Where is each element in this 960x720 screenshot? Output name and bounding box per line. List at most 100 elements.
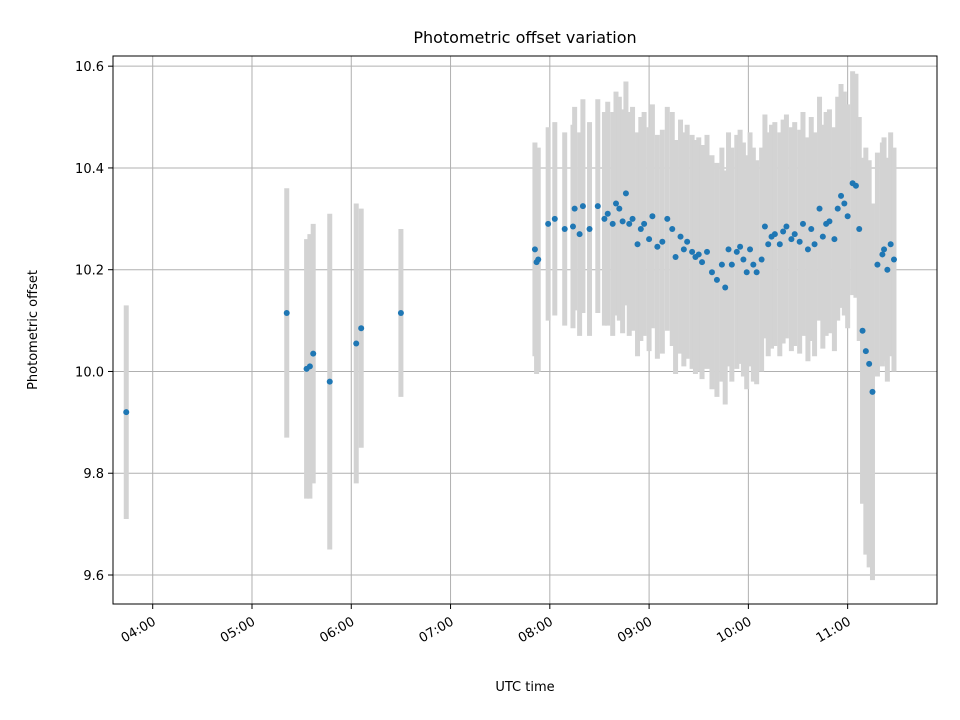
y-axis-label: Photometric offset xyxy=(26,270,41,390)
data-point xyxy=(306,363,313,370)
data-point xyxy=(874,261,881,268)
data-point xyxy=(659,238,666,245)
data-point xyxy=(747,246,754,253)
data-point xyxy=(881,246,888,253)
data-point xyxy=(740,256,747,263)
data-point xyxy=(765,241,772,248)
data-point xyxy=(689,248,696,255)
data-point xyxy=(699,259,706,266)
data-point xyxy=(310,350,317,357)
data-point xyxy=(535,256,542,263)
plot-frame xyxy=(112,55,938,605)
data-point xyxy=(672,253,679,260)
data-point xyxy=(561,225,568,232)
data-point xyxy=(788,236,795,243)
data-point xyxy=(826,218,833,225)
data-point xyxy=(811,241,818,248)
data-point xyxy=(866,360,873,367)
data-point xyxy=(646,236,653,243)
data-point xyxy=(771,231,778,238)
data-point xyxy=(758,256,765,263)
x-tick-label: 04:00 xyxy=(119,614,159,646)
data-point xyxy=(856,225,863,232)
data-point xyxy=(654,243,661,250)
data-point xyxy=(737,243,744,250)
data-point xyxy=(804,246,811,253)
data-point xyxy=(616,205,623,212)
data-point xyxy=(579,203,586,210)
y-tick-label: 10.2 xyxy=(75,264,104,279)
data-point xyxy=(601,215,608,222)
data-point xyxy=(841,200,848,207)
data-point xyxy=(796,238,803,245)
data-point xyxy=(576,231,583,238)
data-point xyxy=(728,261,735,268)
data-point xyxy=(859,327,866,334)
data-point xyxy=(704,248,711,255)
x-tick-label: 07:00 xyxy=(417,614,457,646)
data-point xyxy=(713,276,720,283)
data-point xyxy=(397,309,404,316)
data-point xyxy=(887,241,894,248)
data-point xyxy=(326,378,333,385)
point-group xyxy=(123,180,897,416)
data-point xyxy=(531,246,538,253)
x-tick-label: 10:00 xyxy=(714,614,754,646)
data-point xyxy=(879,251,886,258)
data-point xyxy=(750,261,757,268)
data-point xyxy=(884,266,891,273)
data-point xyxy=(677,233,684,240)
data-point xyxy=(545,220,552,227)
data-point xyxy=(783,223,790,230)
x-axis-ticks: 04:00 05:00 06:00 07:00 08:00 09:00 10:00 11:00 xyxy=(119,604,854,646)
data-point xyxy=(776,241,783,248)
x-tick-label: 08:00 xyxy=(516,614,556,646)
data-point xyxy=(890,256,897,263)
x-axis-label: UTC time xyxy=(495,680,554,695)
data-point xyxy=(869,388,876,395)
data-point xyxy=(283,309,290,316)
x-tick-label: 05:00 xyxy=(218,614,258,646)
data-point xyxy=(586,225,593,232)
data-point xyxy=(799,220,806,227)
y-tick-label: 9.6 xyxy=(83,569,104,584)
data-point xyxy=(838,192,845,199)
data-point xyxy=(626,220,633,227)
y-axis-ticks: 9.6 9.8 10.0 10.2 10.4 10.6 xyxy=(75,60,113,584)
data-point xyxy=(733,248,740,255)
data-point xyxy=(808,225,815,232)
x-tick-label: 06:00 xyxy=(317,614,357,646)
chart-title: Photometric offset variation xyxy=(413,28,636,47)
x-tick-label: 09:00 xyxy=(615,614,655,646)
y-tick-label: 9.8 xyxy=(83,467,104,482)
data-point xyxy=(780,228,787,235)
data-point xyxy=(852,182,859,189)
data-point xyxy=(819,233,826,240)
data-point xyxy=(569,223,576,230)
data-point xyxy=(123,409,130,416)
data-point xyxy=(358,325,365,332)
data-point xyxy=(753,269,760,276)
data-point xyxy=(844,213,851,220)
data-point xyxy=(743,269,750,276)
data-point xyxy=(722,284,729,291)
data-point xyxy=(604,210,611,217)
data-point xyxy=(609,220,616,227)
data-point xyxy=(551,215,558,222)
data-point xyxy=(831,236,838,243)
y-tick-label: 10.0 xyxy=(75,365,104,380)
data-point xyxy=(641,220,648,227)
data-point xyxy=(708,269,715,276)
data-point xyxy=(353,340,360,347)
y-tick-label: 10.6 xyxy=(75,60,104,75)
data-point xyxy=(680,246,687,253)
y-tick-label: 10.4 xyxy=(75,162,104,177)
data-point xyxy=(718,261,725,268)
data-point xyxy=(695,251,702,258)
data-point xyxy=(622,190,629,197)
data-point xyxy=(629,215,636,222)
data-point xyxy=(594,203,601,210)
data-point xyxy=(816,205,823,212)
data-point xyxy=(862,348,869,355)
